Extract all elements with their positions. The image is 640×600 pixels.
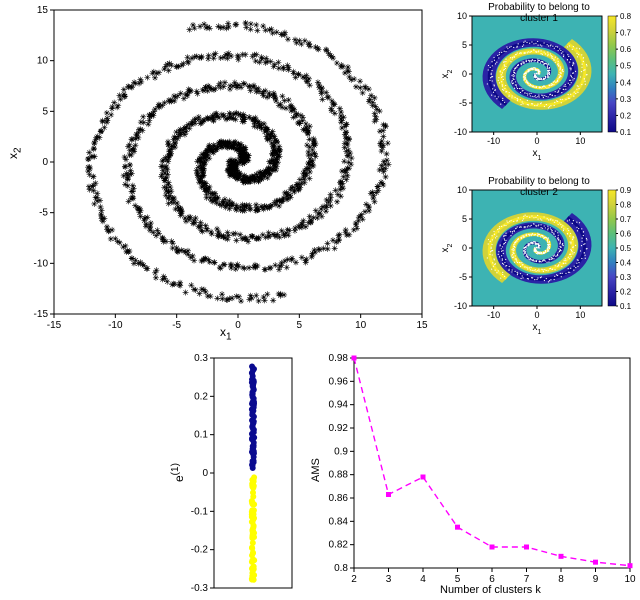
svg-text:0.94: 0.94 [329, 400, 349, 411]
svg-text:15: 15 [416, 320, 428, 331]
svg-text:0: 0 [235, 320, 241, 331]
svg-text:0.2: 0.2 [194, 391, 208, 402]
svg-text:0.88: 0.88 [329, 470, 349, 481]
svg-text:0.3: 0.3 [620, 95, 632, 104]
svg-text:8: 8 [558, 574, 564, 585]
svg-text:0.9: 0.9 [620, 186, 632, 195]
ylabel-text: x [6, 153, 20, 159]
svg-text:-10: -10 [487, 310, 500, 320]
svg-text:-10: -10 [487, 136, 500, 146]
svg-text:5: 5 [462, 40, 467, 50]
svg-text:0.7: 0.7 [620, 215, 632, 224]
svg-text:-0.2: -0.2 [191, 545, 209, 556]
spiral-ylabel: x2 [6, 147, 23, 159]
eigenvector-panel: -0.3 -0.2 -0.1 0 0.1 0.2 0.3 e(1) [168, 352, 298, 594]
ams-panel: 23456789100.80.820.840.860.880.90.920.94… [310, 352, 636, 596]
svg-text:0.5: 0.5 [620, 244, 632, 253]
cluster2-title: Probability to belong to cluster 2 [474, 176, 604, 198]
svg-text:0: 0 [534, 310, 539, 320]
ams-xlabel: Number of clusters k [440, 584, 541, 596]
svg-text:x1: x1 [533, 148, 542, 162]
svg-text:0: 0 [462, 243, 467, 253]
svg-text:0.1: 0.1 [194, 430, 208, 441]
svg-text:-10: -10 [108, 320, 123, 331]
cluster1-panel: Probability to belong to cluster 1 -10 0 1… [440, 2, 638, 166]
svg-text:9: 9 [593, 574, 599, 585]
svg-text:0.8: 0.8 [620, 201, 632, 210]
eig-ylabel: e(1) [170, 463, 186, 482]
svg-text:5: 5 [42, 106, 48, 117]
svg-text:0: 0 [462, 69, 467, 79]
spiral-chart: -15 -10 -5 0 5 10 15 -15 -10 -5 0 5 10 15 [10, 4, 430, 340]
svg-text:10: 10 [37, 56, 49, 67]
svg-text:-10: -10 [34, 258, 49, 269]
ylabel-sub: 2 [12, 147, 23, 153]
svg-text:x1: x1 [533, 322, 542, 336]
cluster2-chart: -10 0 10 -10 -5 0 5 10 x1 x2 0.1 0.2 0.3 0.4 0.5 0.6 0.7… [440, 176, 638, 336]
svg-text:10: 10 [575, 310, 585, 320]
eig-ylabel-sup: (1) [170, 463, 181, 475]
svg-text:0.6: 0.6 [620, 45, 632, 54]
cluster2-panel: Probability to belong to cluster 2 -10 0 1… [440, 176, 638, 340]
svg-text:0.1: 0.1 [620, 128, 632, 137]
svg-text:10: 10 [575, 136, 585, 146]
svg-text:-5: -5 [39, 208, 48, 219]
svg-text:0.7: 0.7 [620, 29, 632, 38]
spiral-panel: -15-10-5051015-15-10-5051015 x1 x2 [10, 4, 430, 340]
svg-text:0.92: 0.92 [329, 423, 349, 434]
svg-text:0.3: 0.3 [620, 273, 632, 282]
svg-text:x2: x2 [440, 243, 454, 252]
eig-ylabel-text: e [172, 475, 186, 482]
ams-ylabel: AMS [310, 458, 322, 482]
svg-text:0.2: 0.2 [620, 111, 632, 120]
svg-text:2: 2 [351, 574, 357, 585]
svg-text:0.84: 0.84 [329, 516, 349, 527]
spiral-xlabel: x1 [220, 325, 232, 342]
svg-text:5: 5 [297, 320, 303, 331]
svg-text:10: 10 [355, 320, 367, 331]
svg-text:-0.1: -0.1 [191, 506, 209, 517]
svg-text:0: 0 [202, 468, 208, 479]
svg-text:4: 4 [420, 574, 426, 585]
svg-text:-15: -15 [34, 309, 49, 320]
eigenvector-chart: -0.3 -0.2 -0.1 0 0.1 0.2 0.3 [168, 352, 298, 594]
svg-text:0.4: 0.4 [620, 78, 632, 87]
svg-text:0.2: 0.2 [620, 288, 632, 297]
svg-text:0: 0 [42, 157, 48, 168]
svg-text:0.6: 0.6 [620, 230, 632, 239]
svg-text:-10: -10 [454, 301, 467, 311]
cluster1-title: Probability to belong to cluster 1 [474, 2, 604, 24]
svg-text:10: 10 [457, 11, 467, 21]
svg-text:-5: -5 [459, 272, 467, 282]
svg-text:10: 10 [457, 185, 467, 195]
svg-text:0: 0 [534, 136, 539, 146]
svg-text:0.86: 0.86 [329, 493, 349, 504]
svg-text:0.98: 0.98 [329, 353, 349, 364]
svg-text:-15: -15 [47, 320, 62, 331]
cluster1-chart: -10 0 10 -10 -5 0 5 10 x1 x2 0.1 0.2 0.3 0.4 0.5 0.6 0.7… [440, 2, 638, 162]
svg-text:-10: -10 [454, 127, 467, 137]
svg-text:-0.3: -0.3 [191, 583, 209, 594]
svg-text:0.4: 0.4 [620, 259, 632, 268]
svg-text:0.9: 0.9 [334, 446, 348, 457]
ams-chart: 23456789100.80.820.840.860.880.90.920.94… [310, 352, 636, 596]
svg-text:0.8: 0.8 [620, 12, 632, 21]
svg-text:x2: x2 [440, 69, 454, 78]
svg-text:0.96: 0.96 [329, 376, 349, 387]
svg-text:0.82: 0.82 [329, 540, 349, 551]
svg-text:-5: -5 [172, 320, 181, 331]
svg-text:5: 5 [462, 214, 467, 224]
svg-text:0.5: 0.5 [620, 62, 632, 71]
svg-text:0.8: 0.8 [334, 563, 348, 574]
svg-text:15: 15 [37, 5, 49, 16]
svg-text:3: 3 [386, 574, 392, 585]
svg-text:0.3: 0.3 [194, 353, 208, 364]
xlabel-sub: 1 [226, 331, 232, 342]
svg-text:-5: -5 [459, 98, 467, 108]
svg-text:10: 10 [624, 574, 636, 585]
svg-text:0.1: 0.1 [620, 302, 632, 311]
